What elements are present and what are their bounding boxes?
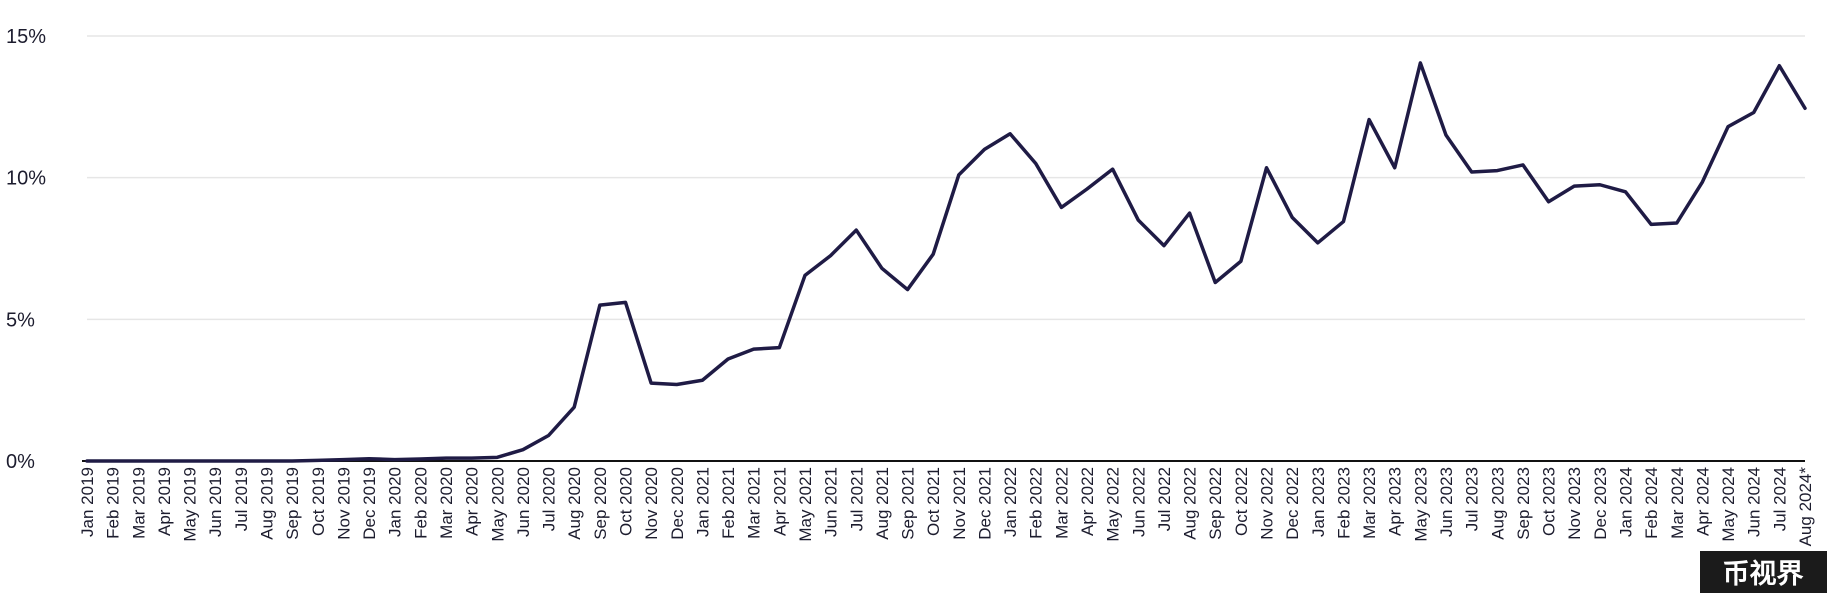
x-tick-label: Feb 2023 <box>1334 467 1353 539</box>
x-tick-label: Feb 2024 <box>1642 467 1661 539</box>
x-tick-label: Mar 2021 <box>745 467 764 539</box>
watermark-background <box>1700 551 1827 593</box>
x-tick-label: Aug 2024* <box>1796 467 1815 547</box>
x-tick-label: Oct 2023 <box>1540 467 1559 536</box>
x-tick-label: Feb 2022 <box>1027 467 1046 539</box>
x-tick-label: Jan 2019 <box>78 467 97 537</box>
x-tick-label: Mar 2023 <box>1360 467 1379 539</box>
x-tick-label: May 2022 <box>1104 467 1123 542</box>
x-tick-label: Aug 2020 <box>565 467 584 540</box>
x-tick-label: Mar 2022 <box>1052 467 1071 539</box>
x-tick-label: Sep 2019 <box>283 467 302 540</box>
x-tick-label: Sep 2023 <box>1514 467 1533 540</box>
x-tick-label: Sep 2022 <box>1206 467 1225 540</box>
x-tick-label: Dec 2023 <box>1591 467 1610 540</box>
watermark-logo: 币视界 <box>1700 551 1827 593</box>
x-tick-label: Oct 2022 <box>1232 467 1251 536</box>
x-tick-label: May 2023 <box>1411 467 1430 542</box>
x-tick-label: Oct 2020 <box>616 467 635 536</box>
x-tick-label: Dec 2020 <box>668 467 687 540</box>
x-tick-label: Feb 2019 <box>104 467 123 539</box>
x-tick-label: Jun 2020 <box>514 467 533 537</box>
x-tick-label: Jun 2024 <box>1745 467 1764 537</box>
x-tick-label: Dec 2022 <box>1283 467 1302 540</box>
x-tick-label: Apr 2023 <box>1386 467 1405 536</box>
x-tick-label: Nov 2021 <box>950 467 969 540</box>
x-tick-label: Jun 2022 <box>1129 467 1148 537</box>
x-tick-label: Jun 2019 <box>206 467 225 537</box>
x-tick-label: Oct 2021 <box>924 467 943 536</box>
x-tick-label: Sep 2021 <box>899 467 918 540</box>
x-tick-label: Nov 2020 <box>642 467 661 540</box>
x-tick-label: Jul 2023 <box>1463 467 1482 531</box>
y-tick-label: 10% <box>6 168 46 190</box>
x-tick-label: Jan 2020 <box>386 467 405 537</box>
x-tick-label: May 2021 <box>796 467 815 542</box>
gridlines <box>87 35 1805 321</box>
x-tick-label: Jul 2024 <box>1770 467 1789 531</box>
x-tick-label: Jan 2023 <box>1309 467 1328 537</box>
x-tick-label: Apr 2024 <box>1693 467 1712 536</box>
x-tick-label: May 2019 <box>181 467 200 542</box>
x-tick-label: Jun 2023 <box>1437 467 1456 537</box>
x-tick-label: Jul 2021 <box>847 467 866 531</box>
x-tick-label: Apr 2021 <box>770 467 789 536</box>
x-tick-label: Nov 2023 <box>1565 467 1584 540</box>
x-tick-label: Dec 2021 <box>975 467 994 540</box>
x-tick-label: Aug 2019 <box>257 467 276 540</box>
x-tick-label: Feb 2021 <box>719 467 738 539</box>
x-tick-label: Apr 2022 <box>1078 467 1097 536</box>
data-points <box>85 61 1807 463</box>
x-tick-label: Oct 2019 <box>309 467 328 536</box>
x-tick-label: Jul 2019 <box>232 467 251 531</box>
x-tick-label: Mar 2024 <box>1668 467 1687 539</box>
x-tick-label: Feb 2020 <box>411 467 430 539</box>
x-tick-label: Jan 2022 <box>1001 467 1020 537</box>
x-tick-label: May 2024 <box>1719 467 1738 542</box>
x-axis-tick-labels: Jan 2019 Feb 2019 Mar 2019 Apr 2019 May 2019… <box>78 467 1815 547</box>
x-tick-label: May 2020 <box>488 467 507 542</box>
x-tick-label: Aug 2022 <box>1181 467 1200 540</box>
series-line <box>85 61 1807 463</box>
x-tick-label: Nov 2019 <box>334 467 353 540</box>
x-tick-label: Aug 2021 <box>873 467 892 540</box>
x-tick-label: Apr 2020 <box>463 467 482 536</box>
x-tick-label: Aug 2023 <box>1488 467 1507 540</box>
x-tick-label: Apr 2019 <box>155 467 174 536</box>
watermark-text: 币视界 <box>1723 559 1804 590</box>
y-tick-label: 5% <box>6 309 35 331</box>
x-tick-label: Jan 2024 <box>1617 467 1636 537</box>
x-tick-label: Sep 2020 <box>591 467 610 540</box>
x-tick-label: Mar 2020 <box>437 467 456 539</box>
y-tick-label: 15% <box>6 26 46 48</box>
x-tick-label: Mar 2019 <box>129 467 148 539</box>
x-tick-label: Nov 2022 <box>1258 467 1277 540</box>
x-tick-label: Jul 2020 <box>540 467 559 531</box>
x-tick-label: Jul 2022 <box>1155 467 1174 531</box>
x-tick-label: Jun 2021 <box>822 467 841 537</box>
x-tick-label: Jan 2021 <box>693 467 712 537</box>
y-tick-label: 0% <box>6 451 35 473</box>
y-axis-tick-labels: 0% 5% 10% 15% <box>6 26 46 473</box>
x-tick-label: Dec 2019 <box>360 467 379 540</box>
